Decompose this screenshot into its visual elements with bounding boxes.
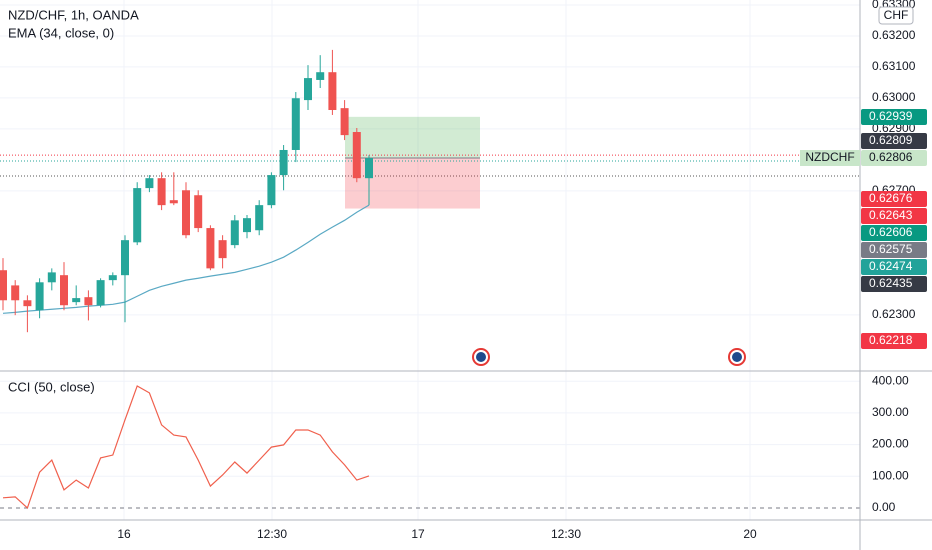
event-icon-inner	[476, 352, 486, 362]
candle-body	[23, 300, 32, 307]
candle-body	[291, 98, 300, 150]
y-tick-label: 100.00	[872, 468, 909, 482]
candle-body	[157, 178, 166, 206]
y-tick-label: 0.00	[872, 500, 896, 514]
candle-body	[133, 188, 142, 243]
x-tick-label: 12:30	[551, 527, 581, 541]
symbol-label: NZDCHF	[805, 150, 854, 164]
plot	[0, 49, 860, 510]
price-label-box	[861, 276, 927, 292]
price-label: 0.62575	[869, 242, 913, 256]
price-label: 0.62435	[869, 276, 913, 290]
symbol-title: NZD/CHF, 1h, OANDA	[8, 7, 139, 22]
x-tick-label: 17	[411, 527, 425, 541]
candle-body	[47, 272, 56, 283]
y-tick-label: 0.63200	[872, 28, 916, 42]
price-label: 0.62218	[869, 333, 913, 347]
price-label: 0.62474	[869, 259, 913, 273]
x-tick-label: 20	[743, 527, 757, 541]
candle-body	[145, 178, 154, 189]
candle-body	[328, 72, 337, 111]
price-label-box	[861, 191, 927, 207]
grid	[0, 0, 860, 520]
y-tick-label: 400.00	[872, 373, 909, 387]
candle-body	[316, 72, 325, 80]
candle-body	[267, 175, 276, 206]
candle-body	[169, 200, 178, 204]
ema-legend: EMA (34, close, 0)	[8, 25, 114, 40]
candle-body	[60, 275, 68, 306]
candle-body	[352, 132, 361, 179]
price-label-box	[861, 150, 927, 166]
price-label-box	[861, 333, 927, 349]
candle-body	[243, 218, 251, 233]
currency-label: CHF	[884, 8, 909, 22]
candle-body	[84, 297, 93, 306]
cci-line	[2, 385, 370, 510]
candle-body	[230, 220, 239, 246]
candle-body	[255, 205, 264, 231]
candle-body	[206, 228, 215, 269]
y-tick-label: 300.00	[872, 405, 909, 419]
symbol-label-box	[800, 150, 860, 166]
price-label-box	[861, 242, 927, 258]
price-label: 0.62606	[869, 225, 913, 239]
price-label-box	[861, 208, 927, 224]
price-label: 0.62939	[869, 109, 913, 123]
candle-body	[365, 158, 373, 179]
x-tick-label: 12:30	[257, 527, 287, 541]
candle-body	[108, 275, 117, 281]
y-tick-label: 0.62300	[872, 307, 916, 321]
candle-body	[304, 78, 312, 101]
price-label: 0.62676	[869, 191, 913, 205]
cci-legend: CCI (50, close)	[8, 379, 95, 394]
y-tick-label: 0.63100	[872, 59, 916, 73]
axis: 16 12:30 17 12:30 20 0.63300 0.63200 0.63100 0.6…	[117, 0, 927, 541]
candle-body	[279, 149, 288, 176]
y-tick-label: 0.63000	[872, 90, 916, 104]
event-icon-inner	[732, 352, 742, 362]
candle-body	[121, 240, 129, 276]
y-tick-label: 200.00	[872, 437, 909, 451]
price-label: 0.62809	[869, 133, 913, 147]
candle-body	[0, 270, 7, 301]
candle-body	[340, 108, 349, 136]
candle-body	[182, 190, 190, 236]
target-zone	[345, 116, 480, 159]
candle-body	[218, 240, 227, 259]
price-label-box	[861, 225, 927, 241]
price-label: 0.62806	[869, 150, 913, 164]
candle-body	[96, 280, 105, 306]
candle-body	[194, 195, 203, 229]
candle-body	[72, 298, 81, 303]
price-label-box	[861, 133, 927, 149]
candle-body	[35, 282, 44, 311]
price-label-box	[861, 259, 927, 275]
currency-box[interactable]	[878, 6, 914, 25]
candle-body	[11, 285, 20, 301]
x-tick-label: 16	[117, 527, 131, 541]
y-tick-label: 0.63300	[872, 0, 916, 11]
price-label-box	[861, 109, 927, 125]
price-label: 0.62643	[869, 208, 913, 222]
